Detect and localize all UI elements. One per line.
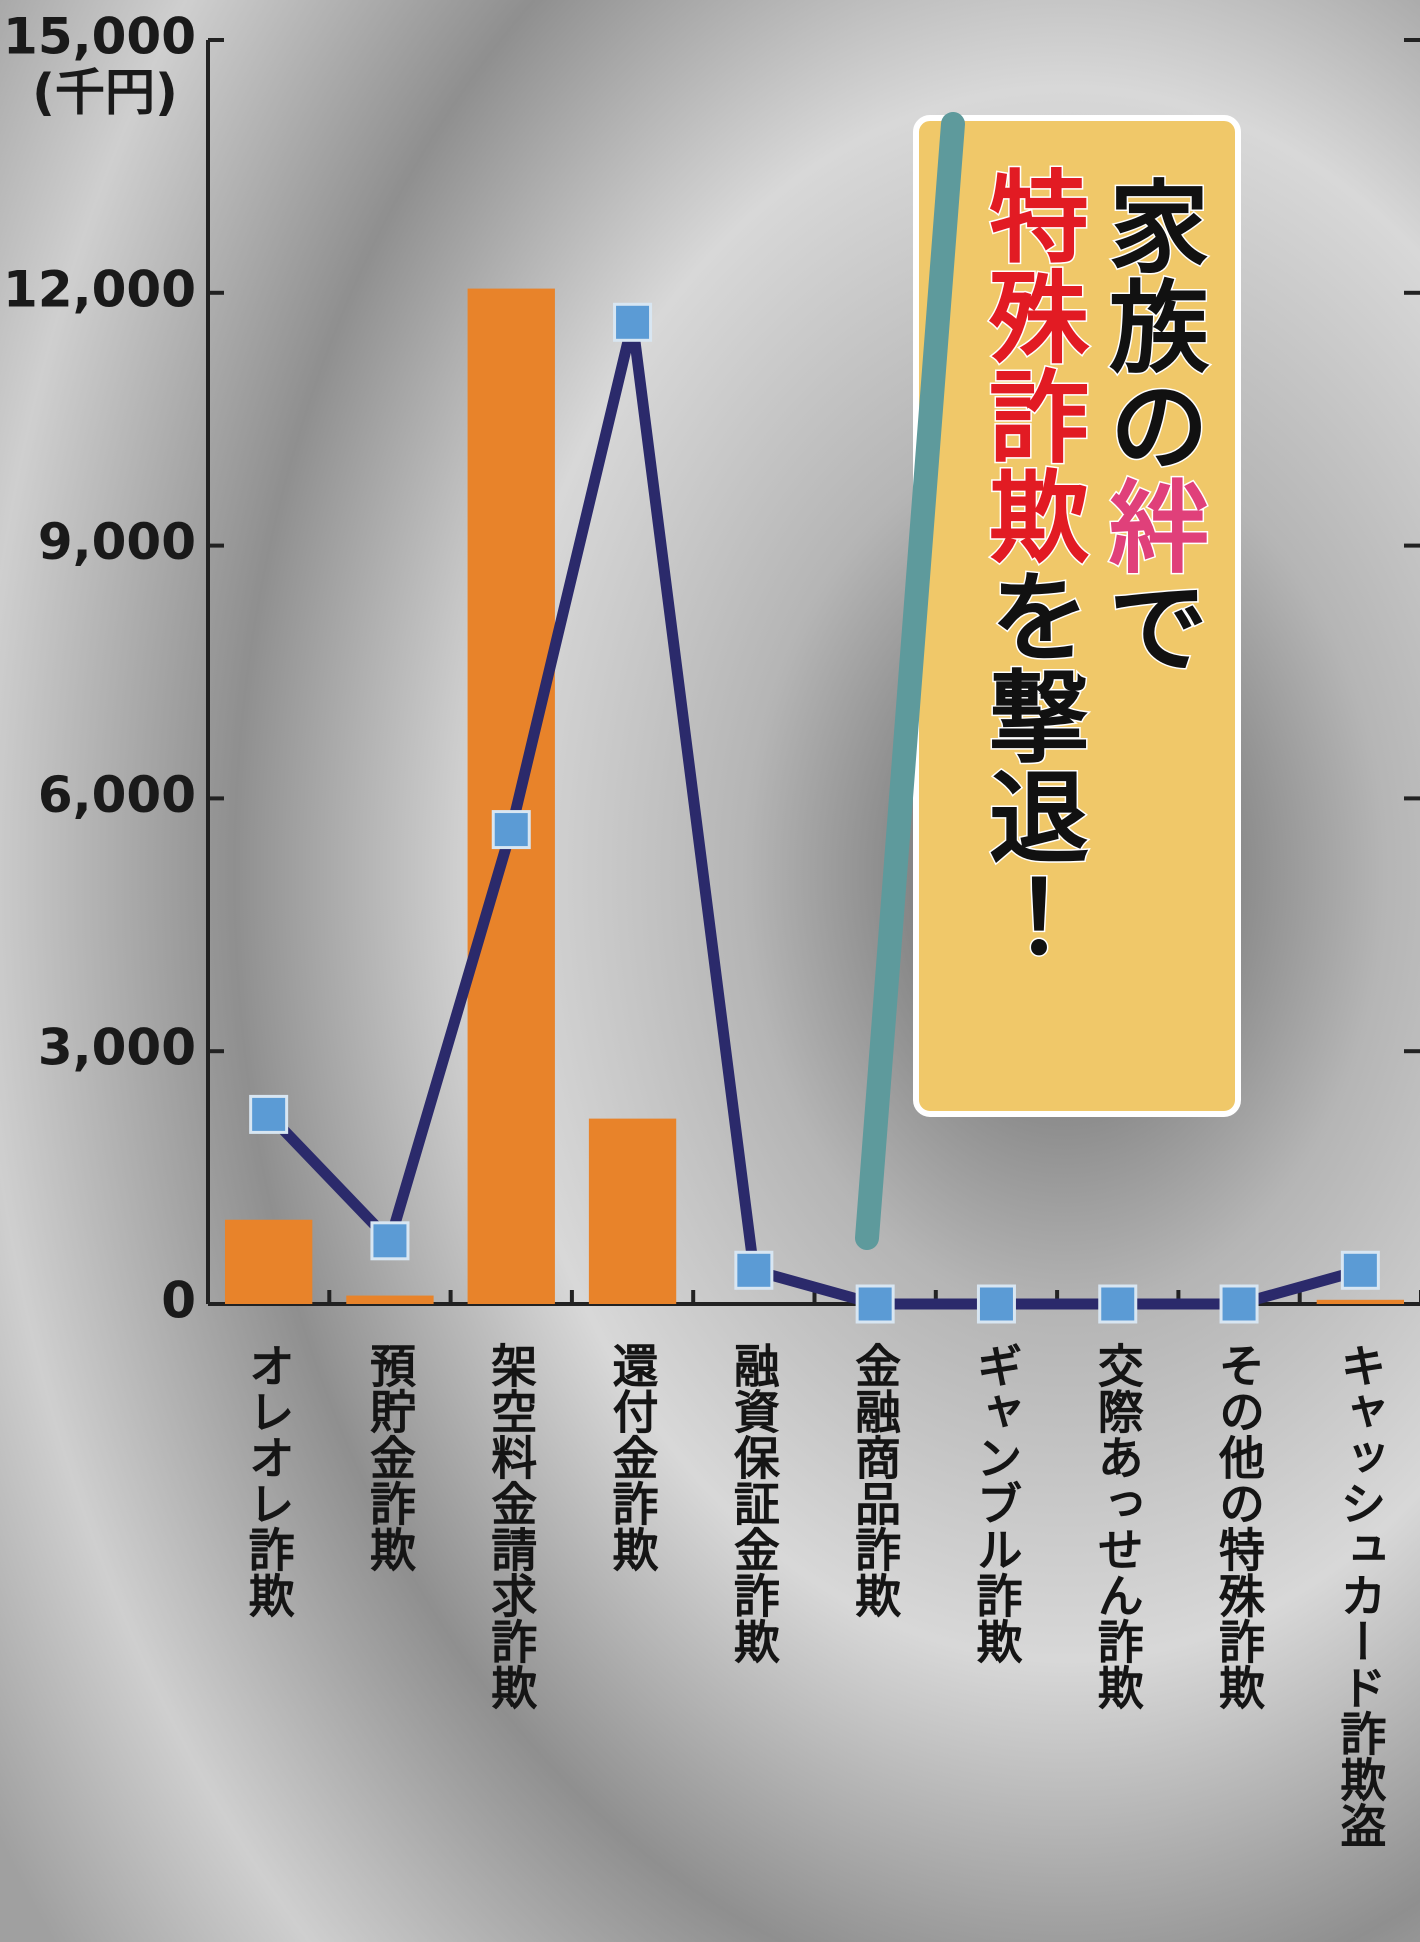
title-part: 家族の [1092, 175, 1209, 475]
title-part: で [1092, 575, 1209, 675]
line-marker [370, 1221, 410, 1261]
line-marker [613, 302, 653, 342]
x-tick-label: 交際あっせん詐欺 [1091, 1342, 1145, 1710]
line-marker [1098, 1284, 1138, 1324]
title-column: 特殊詐欺を撃退！ [972, 165, 1090, 965]
line-marker [734, 1250, 774, 1290]
y-tick-label: 9,000 [38, 513, 196, 571]
title-part: 特殊詐欺 [972, 165, 1090, 565]
bar [467, 288, 555, 1304]
bar [1316, 1299, 1405, 1304]
banner-pole [855, 112, 965, 1250]
bar [224, 1219, 313, 1304]
title-part: を撃退！ [972, 565, 1089, 965]
line-marker [976, 1284, 1016, 1324]
y-tick-label: 0 [161, 1272, 196, 1330]
line-marker [249, 1094, 289, 1134]
bar [346, 1295, 434, 1304]
x-tick-label: オレオレ詐欺 [242, 1342, 296, 1618]
y-tick-label: 6,000 [38, 766, 196, 824]
y-tick-label: 15,000 [3, 8, 196, 66]
bar [588, 1118, 677, 1304]
x-tick-label: 還付金詐欺 [606, 1342, 660, 1572]
line-marker [491, 810, 531, 850]
title-part: 絆 [1092, 475, 1209, 575]
x-tick-label: 融資保証金詐欺 [727, 1342, 781, 1664]
x-tick-label: 預貯金詐欺 [363, 1342, 417, 1572]
x-tick-label: 架空料金請求詐欺 [484, 1342, 538, 1710]
x-tick-label: その他の特殊詐欺 [1212, 1342, 1266, 1710]
y-tick-label: 12,000 [3, 260, 196, 318]
y-tick-label: 3,000 [38, 1019, 196, 1077]
line [264, 316, 1362, 1310]
x-tick-label: 金融商品詐欺 [848, 1342, 902, 1618]
line-marker [1340, 1250, 1380, 1290]
line-marker [855, 1284, 895, 1324]
x-tick-label: ギャンブル詐欺 [969, 1342, 1023, 1664]
line-marker [1219, 1284, 1259, 1324]
title-column: 家族の絆で [1092, 175, 1209, 675]
x-tick-label: キャッシュカード詐欺盗 [1333, 1342, 1387, 1848]
y-unit: (千円) [32, 64, 178, 122]
